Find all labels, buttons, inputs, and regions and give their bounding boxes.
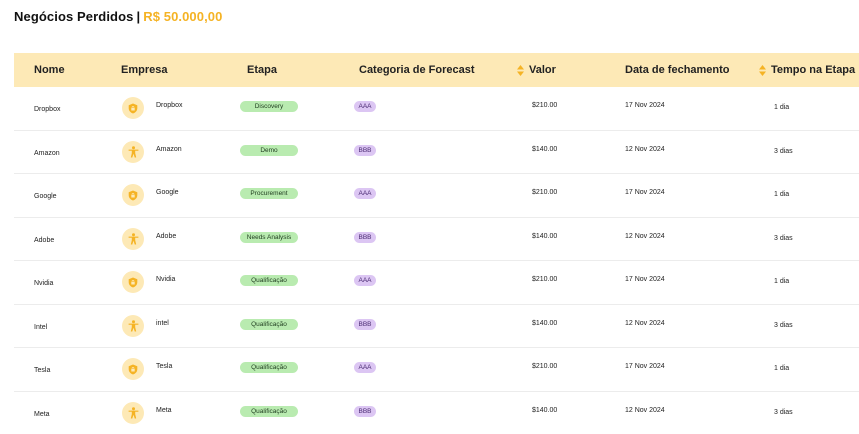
row-valor: $140.00 <box>532 407 557 414</box>
table-row[interactable]: Google Google Procurement AAA $210.00 17 Nov … <box>14 174 859 218</box>
row-empresa[interactable]: intel <box>156 320 169 327</box>
column-header-empresa[interactable]: Empresa <box>121 53 167 87</box>
row-nome: Intel <box>34 324 47 331</box>
row-data: 12 Nov 2024 <box>625 407 665 414</box>
row-empresa[interactable]: Dropbox <box>156 102 182 109</box>
row-valor: $210.00 <box>532 363 557 370</box>
stage-badge: Demo <box>240 145 298 156</box>
row-data: 17 Nov 2024 <box>625 189 665 196</box>
person-icon <box>122 402 144 424</box>
row-tempo: 3 dias <box>774 148 793 155</box>
row-empresa[interactable]: Nvidia <box>156 276 175 283</box>
total-lost-amount: R$ 50.000,00 <box>143 9 222 24</box>
stage-badge: Needs Analysis <box>240 232 298 243</box>
column-header-etapa[interactable]: Etapa <box>247 53 277 87</box>
shield-icon <box>122 184 144 206</box>
row-valor: $210.00 <box>532 102 557 109</box>
table-row[interactable]: Tesla Tesla Qualificação AAA $210.00 17 Nov 2… <box>14 348 859 392</box>
row-nome: Amazon <box>34 150 60 157</box>
stage-badge: Procurement <box>240 188 298 199</box>
stage-badge: Qualificação <box>240 406 298 417</box>
row-tempo: 1 dia <box>774 278 789 285</box>
row-empresa[interactable]: Meta <box>156 407 172 414</box>
row-empresa[interactable]: Google <box>156 189 179 196</box>
column-header-tempo[interactable]: Tempo na Etapa <box>759 53 855 87</box>
category-badge: AAA <box>354 188 376 199</box>
column-header-valor[interactable]: Valor <box>517 53 556 87</box>
column-header-nome[interactable]: Nome <box>34 53 65 87</box>
table-row[interactable]: Amazon Amazon Demo BBB $140.00 12 Nov 2024 3 d… <box>14 131 859 175</box>
row-empresa[interactable]: Tesla <box>156 363 172 370</box>
shield-icon <box>122 358 144 380</box>
row-nome: Meta <box>34 411 50 418</box>
row-tempo: 3 dias <box>774 322 793 329</box>
category-badge: AAA <box>354 275 376 286</box>
table-row[interactable]: Dropbox Dropbox Discovery AAA $210.00 17 Nov … <box>14 87 859 131</box>
stage-badge: Qualificação <box>240 275 298 286</box>
person-icon <box>122 315 144 337</box>
column-header-valor-label: Valor <box>529 64 556 76</box>
row-data: 12 Nov 2024 <box>625 146 665 153</box>
category-badge: BBB <box>354 145 376 156</box>
table-header: Nome Empresa Etapa Categoria de Forecast… <box>14 53 859 87</box>
row-valor: $210.00 <box>532 189 557 196</box>
row-data: 12 Nov 2024 <box>625 320 665 327</box>
row-tempo: 3 dias <box>774 235 793 242</box>
stage-badge: Qualificação <box>240 319 298 330</box>
row-data: 12 Nov 2024 <box>625 233 665 240</box>
column-header-data[interactable]: Data de fechamento <box>625 53 730 87</box>
page-title-text: Negócios Perdidos <box>14 9 133 24</box>
row-tempo: 1 dia <box>774 365 789 372</box>
category-badge: BBB <box>354 406 376 417</box>
row-nome: Google <box>34 193 57 200</box>
shield-icon <box>122 97 144 119</box>
row-empresa[interactable]: Adobe <box>156 233 176 240</box>
row-valor: $210.00 <box>532 276 557 283</box>
row-valor: $140.00 <box>532 233 557 240</box>
person-icon <box>122 228 144 250</box>
row-valor: $140.00 <box>532 146 557 153</box>
page-title: Negócios Perdidos|R$ 50.000,00 <box>14 9 222 24</box>
row-data: 17 Nov 2024 <box>625 276 665 283</box>
table-body: Dropbox Dropbox Discovery AAA $210.00 17 Nov … <box>14 87 859 434</box>
shield-icon <box>122 271 144 293</box>
table-row[interactable]: Intel intel Qualificação BBB $140.00 12 Nov 2… <box>14 305 859 349</box>
row-tempo: 1 dia <box>774 104 789 111</box>
row-tempo: 1 dia <box>774 191 789 198</box>
table-row[interactable]: Nvidia Nvidia Qualificação AAA $210.00 17 Nov… <box>14 261 859 305</box>
category-badge: BBB <box>354 232 376 243</box>
row-tempo: 3 dias <box>774 409 793 416</box>
category-badge: AAA <box>354 101 376 112</box>
category-badge: AAA <box>354 362 376 373</box>
person-icon <box>122 141 144 163</box>
column-header-categoria[interactable]: Categoria de Forecast <box>359 53 475 87</box>
column-header-tempo-label: Tempo na Etapa <box>771 64 855 76</box>
table-row[interactable]: Adobe Adobe Needs Analysis BBB $140.00 12 Nov… <box>14 218 859 262</box>
stage-badge: Discovery <box>240 101 298 112</box>
stage-badge: Qualificação <box>240 362 298 373</box>
lost-deals-table: Nome Empresa Etapa Categoria de Forecast… <box>14 53 859 434</box>
row-nome: Nvidia <box>34 280 53 287</box>
row-nome: Dropbox <box>34 106 60 113</box>
category-badge: BBB <box>354 319 376 330</box>
row-nome: Tesla <box>34 367 50 374</box>
row-valor: $140.00 <box>532 320 557 327</box>
sort-icon[interactable] <box>517 65 524 76</box>
sort-icon[interactable] <box>759 65 766 76</box>
row-empresa[interactable]: Amazon <box>156 146 182 153</box>
row-data: 17 Nov 2024 <box>625 363 665 370</box>
row-data: 17 Nov 2024 <box>625 102 665 109</box>
title-separator: | <box>136 9 140 24</box>
table-row[interactable]: Meta Meta Qualificação BBB $140.00 12 Nov 202… <box>14 392 859 434</box>
row-nome: Adobe <box>34 237 54 244</box>
